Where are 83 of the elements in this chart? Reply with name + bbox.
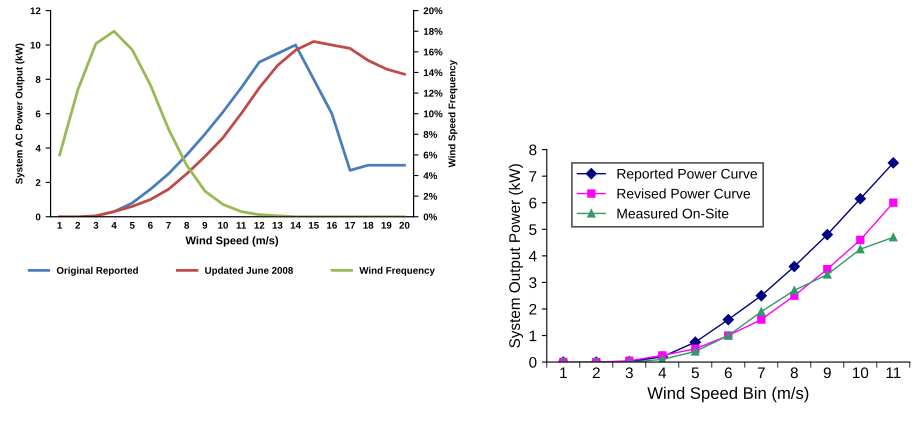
x-tick-label: 8: [790, 367, 798, 378]
x-tick-label: 20: [399, 222, 410, 229]
x-tick-label: 9: [202, 222, 208, 229]
point: [757, 315, 766, 324]
y-tick-label: 10: [30, 42, 40, 49]
point: [823, 270, 832, 279]
y2-tick-label: 20%: [424, 7, 442, 14]
legend-label: Wind Frequency: [359, 266, 435, 276]
x-tick-label: 3: [93, 222, 98, 229]
y2-tick-label: 6%: [424, 152, 438, 159]
point: [756, 290, 767, 302]
x-tick-label: 5: [130, 222, 135, 229]
y-tick-label: 3: [529, 277, 536, 288]
y2-axis-title: Wind Speed Frequency: [448, 60, 458, 168]
point: [790, 286, 798, 295]
y-tick-label: 4: [36, 144, 41, 152]
x-tick-label: 6: [148, 222, 153, 229]
y-tick-label: 12: [30, 7, 40, 14]
y-tick-label: 4: [528, 250, 537, 262]
x-tick-label: 1: [58, 222, 62, 229]
x-tick-label: 4: [658, 368, 666, 378]
y-axis-title: System AC Power Output (kW): [15, 44, 24, 184]
point: [854, 193, 866, 204]
legend-label: Updated June 2008: [205, 266, 293, 276]
y-tick-label: 8: [36, 76, 41, 83]
x-tick-label: 3: [626, 367, 633, 378]
x-tick-label: 8: [184, 222, 190, 229]
legend-label: Reported Power Curve: [617, 168, 757, 182]
x-tick-label: 10: [852, 367, 868, 378]
x-tick-label: 2: [75, 222, 80, 229]
x-tick-label: 9: [824, 367, 831, 378]
y-tick-label: 6: [529, 198, 536, 208]
point: [889, 233, 898, 242]
point: [822, 228, 833, 240]
point: [856, 236, 864, 244]
x-tick-label: 2: [592, 367, 600, 378]
y2-tick-label: 4%: [423, 172, 438, 180]
y-tick-label: 0: [36, 213, 40, 220]
x-tick-label: 17: [345, 222, 356, 229]
x-tick-label: 6: [724, 367, 732, 378]
y2-tick-label: 0%: [424, 213, 438, 220]
x-tick-label: 12: [254, 222, 264, 229]
y-tick-label: 2: [36, 179, 40, 186]
x-tick-label: 10: [218, 222, 228, 229]
x-tick-label: 11: [236, 222, 246, 229]
x-tick-label: 11: [886, 368, 900, 378]
y2-tick-label: 16%: [424, 48, 442, 56]
point: [856, 245, 864, 254]
y-tick-label: 7: [529, 171, 536, 182]
x-tick-label: 19: [382, 222, 392, 229]
x-tick-label: 16: [327, 222, 337, 229]
y-tick-label: 2: [529, 304, 536, 315]
x-tick-label: 15: [308, 222, 319, 229]
y2-tick-label: 14%: [424, 69, 442, 76]
y-tick-label: 0: [529, 356, 536, 368]
y2-tick-label: 18%: [424, 28, 442, 35]
y2-tick-label: 8%: [424, 131, 438, 138]
x-axis-title: Wind Speed (m/s): [186, 236, 278, 247]
point: [722, 314, 734, 326]
point: [691, 347, 700, 356]
y-tick-label: 6: [36, 110, 40, 118]
point: [889, 198, 898, 207]
x-axis-title: Wind Speed Bin (m/s): [647, 386, 808, 402]
legend-label: Measured On-Site: [617, 208, 728, 218]
y-tick-label: 8: [529, 144, 536, 156]
x-tick-label: 14: [290, 222, 301, 229]
y2-tick-label: 12%: [424, 90, 442, 97]
legend-label: Revised Power Curve: [617, 188, 750, 199]
y2-tick-label: 10%: [424, 110, 442, 118]
point: [788, 260, 800, 272]
x-tick-label: 5: [692, 368, 699, 378]
point: [888, 157, 899, 168]
x-tick-label: 18: [363, 222, 374, 229]
x-tick-label: 1: [560, 368, 567, 378]
point: [757, 307, 766, 316]
y-tick-label: 1: [530, 330, 536, 342]
y-axis-title: System Output Power (kW): [508, 164, 524, 348]
x-tick-label: 13: [272, 222, 282, 229]
legend-label: Original Reported: [56, 266, 138, 276]
y2-tick-label: 2%: [424, 192, 438, 200]
x-tick-label: 4: [112, 222, 117, 229]
x-tick-label: 7: [758, 368, 765, 378]
x-tick-label: 7: [166, 222, 171, 229]
